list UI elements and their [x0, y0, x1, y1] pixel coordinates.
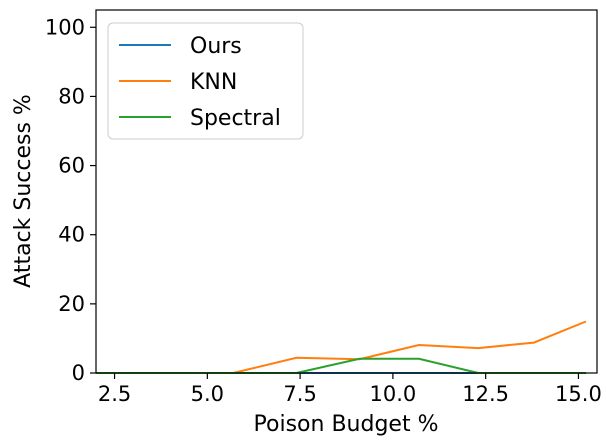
- x-tick-label: 10.0: [370, 382, 417, 406]
- y-tick-label: 100: [45, 15, 85, 39]
- x-tick-label: 7.5: [283, 382, 316, 406]
- legend: Ours KNN Spectral: [107, 22, 304, 140]
- plot-frame: [95, 9, 598, 374]
- legend-label-spectral: Spectral: [190, 106, 281, 131]
- legend-box: [107, 22, 304, 140]
- y-tick-label: 60: [58, 154, 85, 178]
- x-tick-label: 12.5: [462, 382, 509, 406]
- y-tick-label: 20: [58, 292, 85, 316]
- y-tick-label: 0: [72, 361, 85, 385]
- x-tick-label: 5.0: [191, 382, 224, 406]
- x-tick-label: 15.0: [555, 382, 602, 406]
- y-axis-ticks: 0 20 40 60 80 100: [45, 15, 96, 385]
- legend-label-knn: KNN: [190, 70, 237, 95]
- y-tick-label: 80: [58, 84, 85, 108]
- x-tick-label: 2.5: [98, 382, 131, 406]
- x-axis-ticks: 2.5 5.0 7.5 10.0 12.5 15.0: [98, 373, 602, 406]
- y-tick-label: 40: [58, 223, 85, 247]
- legend-label-ours: Ours: [190, 34, 242, 59]
- x-axis-label: Poison Budget %: [254, 412, 439, 437]
- y-axis-label: Attack Success %: [11, 94, 36, 288]
